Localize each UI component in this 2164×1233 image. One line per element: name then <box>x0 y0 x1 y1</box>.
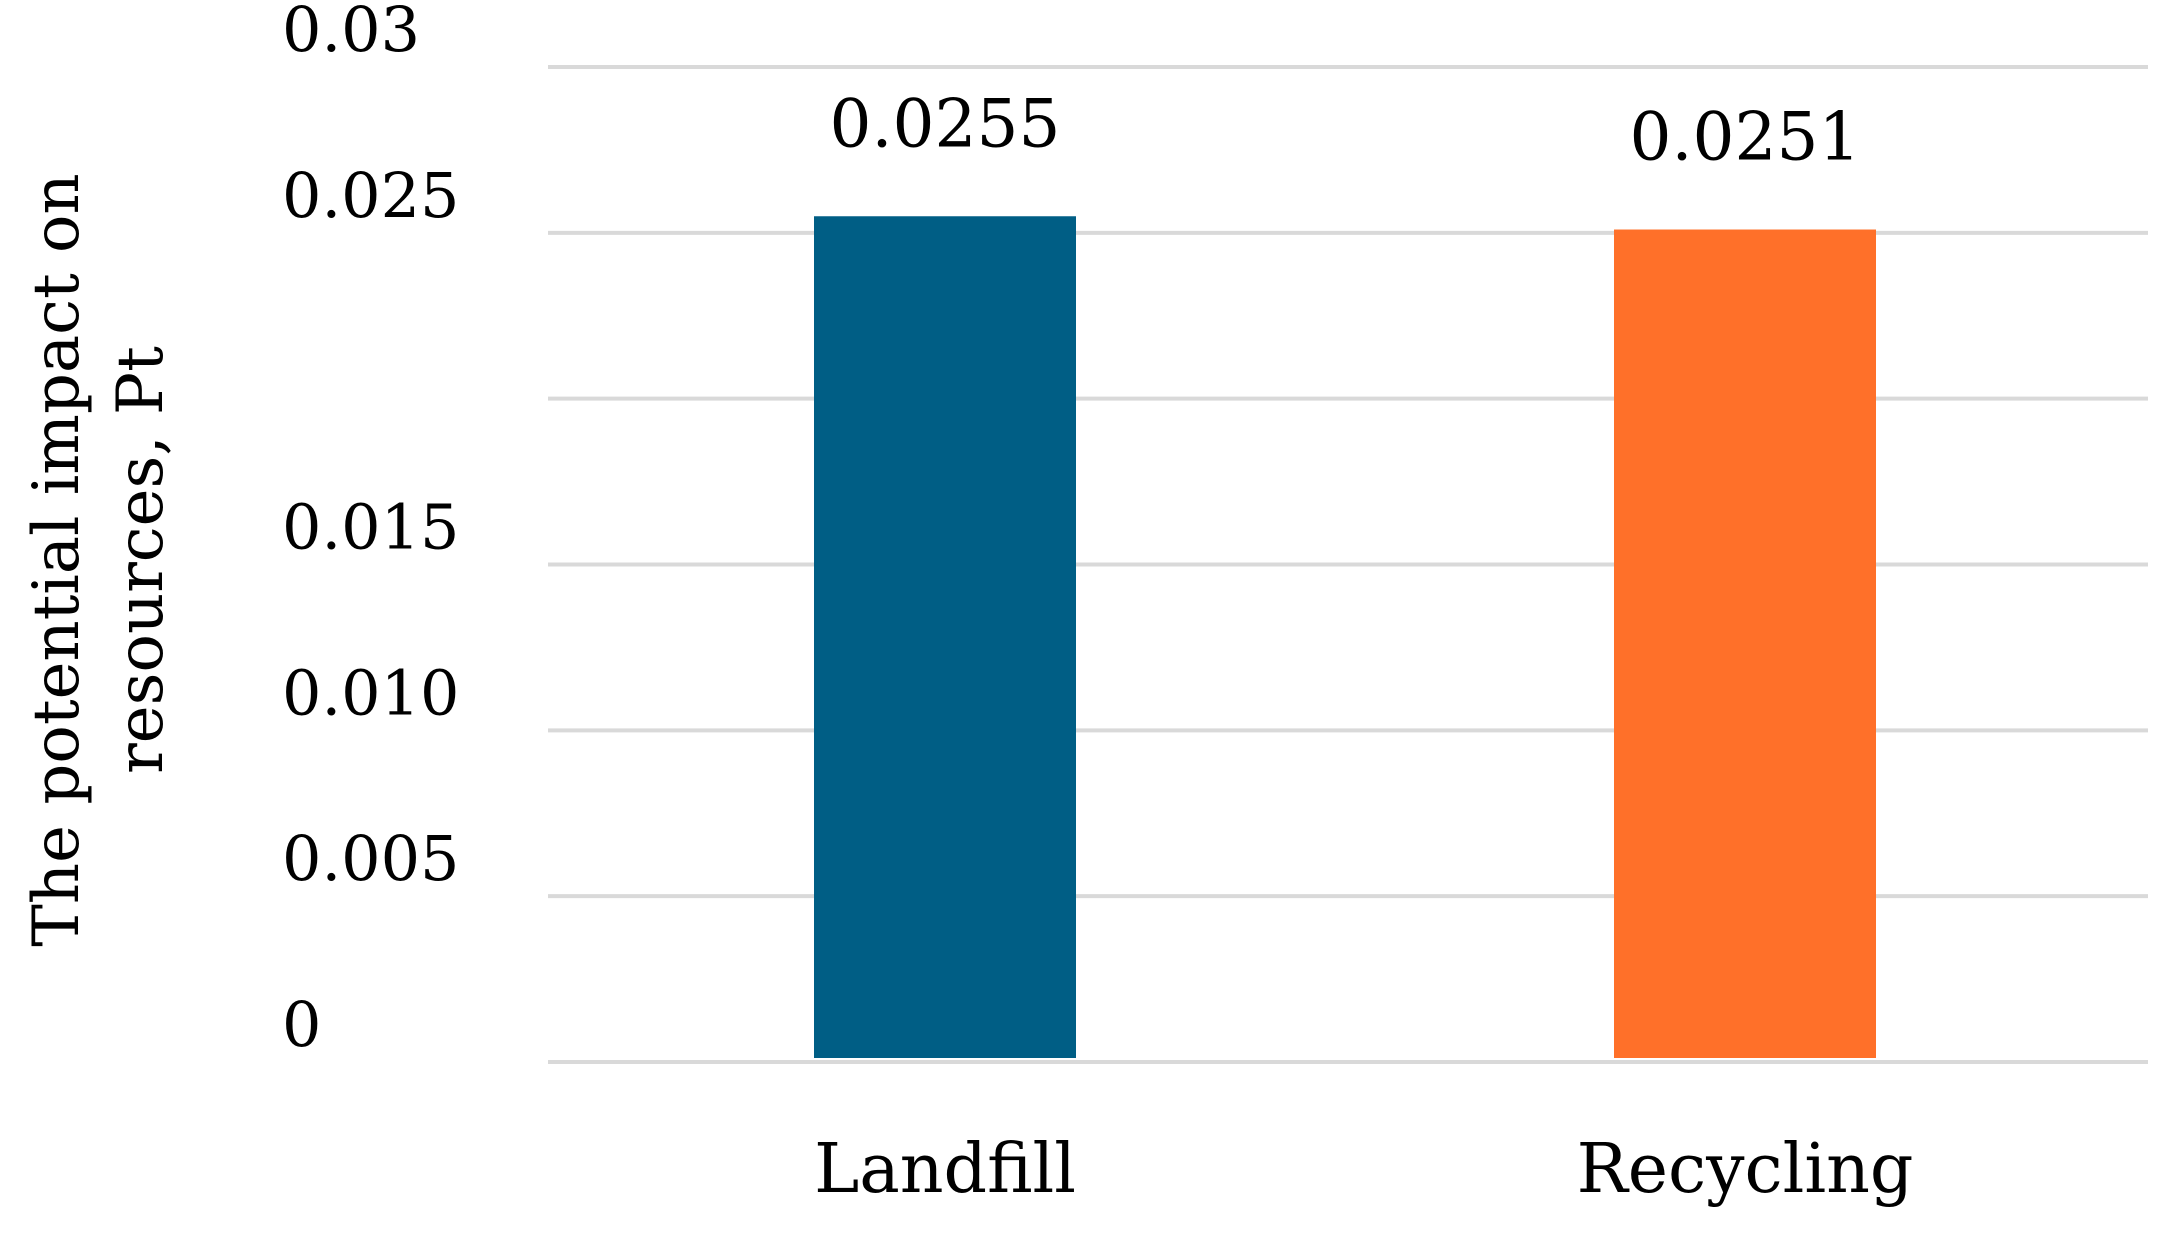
y-tick-label: 0.025 <box>282 159 460 232</box>
data-label-recycling: 0.0251 <box>1630 99 1861 176</box>
data-label-landfill: 0.0255 <box>830 85 1061 162</box>
y-axis-title: The potential impact on resources, Pt <box>20 173 178 947</box>
category-label-landfill: Landfill <box>814 1130 1076 1209</box>
bar-recycling <box>1614 229 1876 1058</box>
data-labels: 0.0255 0.0251 <box>830 85 1861 175</box>
y-tick-label: 0.010 <box>282 656 460 729</box>
gridlines <box>548 65 2148 1064</box>
y-tick-label: 0.005 <box>282 822 460 895</box>
bars <box>814 216 1876 1058</box>
y-tick-label: 0 <box>282 988 321 1061</box>
y-tick-labels: 0 0.005 0.010 0.015 0.025 0.03 <box>282 0 460 1061</box>
y-tick-label: 0.03 <box>282 0 420 66</box>
y-axis-title-line-2: resources, Pt <box>104 346 178 774</box>
category-label-recycling: Recycling <box>1577 1130 1914 1209</box>
category-labels: Landfill Recycling <box>814 1130 1913 1209</box>
bar-landfill <box>814 216 1076 1058</box>
y-tick-label: 0.015 <box>282 491 460 564</box>
y-axis-title-line-1: The potential impact on <box>20 173 94 947</box>
